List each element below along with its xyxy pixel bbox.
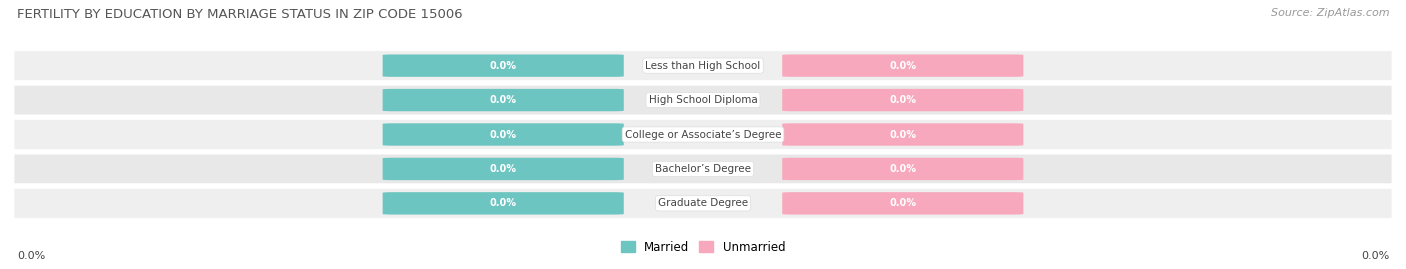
FancyBboxPatch shape [782, 192, 1024, 215]
FancyBboxPatch shape [382, 158, 624, 180]
Text: Graduate Degree: Graduate Degree [658, 198, 748, 208]
Text: Bachelor’s Degree: Bachelor’s Degree [655, 164, 751, 174]
Text: 0.0%: 0.0% [889, 95, 917, 105]
Text: 0.0%: 0.0% [489, 95, 517, 105]
Text: 0.0%: 0.0% [889, 129, 917, 140]
Text: 0.0%: 0.0% [489, 61, 517, 71]
FancyBboxPatch shape [382, 192, 624, 215]
Text: FERTILITY BY EDUCATION BY MARRIAGE STATUS IN ZIP CODE 15006: FERTILITY BY EDUCATION BY MARRIAGE STATU… [17, 8, 463, 21]
Text: 0.0%: 0.0% [1361, 251, 1389, 261]
FancyBboxPatch shape [382, 54, 624, 77]
FancyBboxPatch shape [14, 51, 1392, 80]
Text: 0.0%: 0.0% [489, 198, 517, 208]
Text: Source: ZipAtlas.com: Source: ZipAtlas.com [1271, 8, 1389, 18]
FancyBboxPatch shape [782, 158, 1024, 180]
Text: College or Associate’s Degree: College or Associate’s Degree [624, 129, 782, 140]
Text: 0.0%: 0.0% [889, 61, 917, 71]
FancyBboxPatch shape [382, 89, 624, 111]
Text: 0.0%: 0.0% [889, 164, 917, 174]
FancyBboxPatch shape [782, 54, 1024, 77]
Text: High School Diploma: High School Diploma [648, 95, 758, 105]
FancyBboxPatch shape [14, 85, 1392, 115]
Text: 0.0%: 0.0% [17, 251, 45, 261]
Legend: Married, Unmarried: Married, Unmarried [616, 236, 790, 259]
Text: 0.0%: 0.0% [889, 198, 917, 208]
FancyBboxPatch shape [782, 89, 1024, 111]
Text: 0.0%: 0.0% [489, 129, 517, 140]
Text: 0.0%: 0.0% [489, 164, 517, 174]
FancyBboxPatch shape [782, 123, 1024, 146]
FancyBboxPatch shape [382, 123, 624, 146]
FancyBboxPatch shape [14, 189, 1392, 218]
FancyBboxPatch shape [14, 120, 1392, 149]
FancyBboxPatch shape [14, 154, 1392, 184]
Text: Less than High School: Less than High School [645, 61, 761, 71]
